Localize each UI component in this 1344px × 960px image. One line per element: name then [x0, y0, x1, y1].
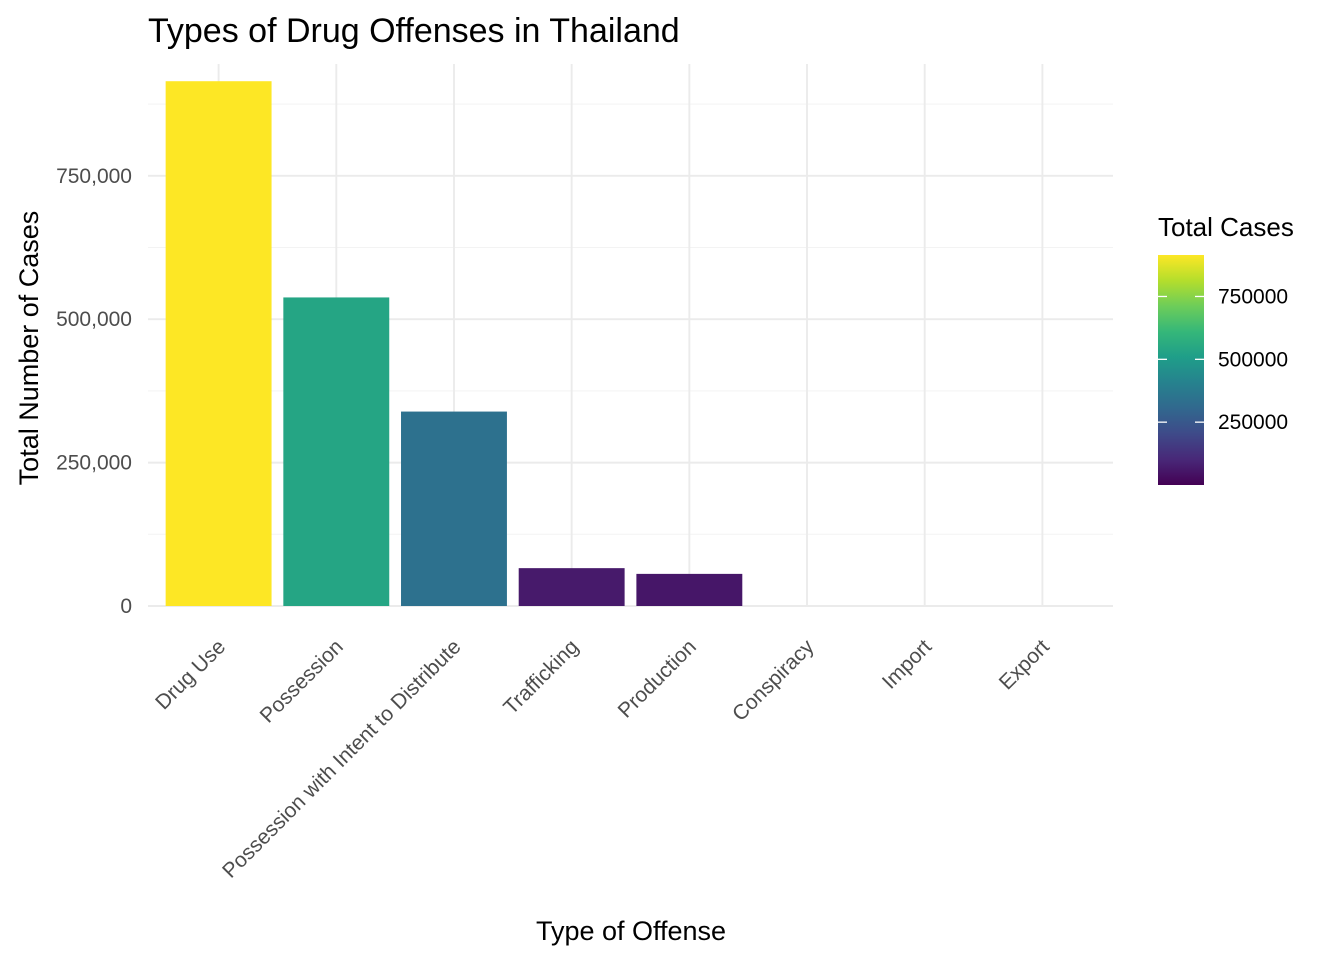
bar: [401, 411, 507, 606]
x-tick-label: Export: [995, 635, 1054, 694]
y-axis-title: Total Number of Cases: [14, 211, 44, 486]
y-tick-label: 750,000: [56, 165, 132, 188]
legend-label: 250000: [1218, 411, 1288, 434]
bar: [636, 573, 743, 606]
x-tick-label: Drug Use: [151, 635, 230, 714]
x-tick-label: Production: [614, 635, 701, 722]
x-tick-label: Conspiracy: [728, 635, 819, 726]
legend-label: 750000: [1218, 285, 1288, 308]
y-tick-label: 0: [120, 595, 132, 618]
x-tick-label: Import: [878, 635, 936, 693]
x-tick-label: Trafficking: [499, 635, 583, 719]
x-tick-label: Possession with Intent to Distribute: [218, 635, 465, 882]
bar: [165, 81, 272, 606]
x-axis-title: Type of Offense: [536, 916, 726, 946]
y-tick-label: 250,000: [56, 452, 132, 475]
chart-title: Types of Drug Offenses in Thailand: [148, 12, 680, 50]
y-tick-label: 500,000: [56, 308, 132, 331]
legend-label: 500000: [1218, 348, 1288, 371]
legend: Total Cases 250000 500000 750000: [1158, 212, 1294, 485]
bar: [283, 297, 390, 606]
x-tick-label: Possession: [256, 635, 348, 727]
legend-colorbar: [1158, 255, 1204, 485]
bars: [165, 81, 743, 606]
bar: [518, 568, 625, 606]
y-axis: 0 250,000 500,000 750,000: [56, 165, 132, 618]
legend-title: Total Cases: [1158, 212, 1294, 242]
